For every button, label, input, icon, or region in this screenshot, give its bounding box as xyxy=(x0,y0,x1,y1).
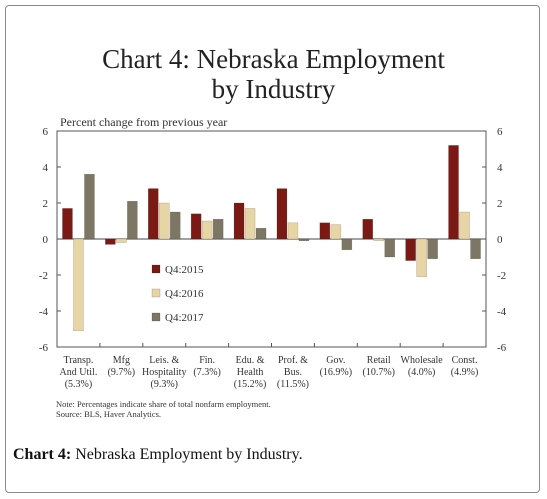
chart-note: Note: Percentages indicate share of tota… xyxy=(56,399,271,419)
x-tick-label: (5.3%) xyxy=(65,379,93,390)
y-tick-label-left: 4 xyxy=(43,162,49,174)
x-tick-label: Gov. xyxy=(326,355,345,366)
bar xyxy=(159,202,170,240)
x-tick-label: Prof. & xyxy=(278,355,308,366)
legend-label: Q4:2015 xyxy=(165,264,204,276)
legend-swatch xyxy=(151,288,161,298)
bar xyxy=(448,145,459,240)
bar xyxy=(116,238,127,243)
x-tick-label: Transp. xyxy=(63,355,93,366)
bar xyxy=(287,222,299,240)
y-tick-label-left: -6 xyxy=(39,342,49,354)
bar xyxy=(62,208,73,240)
bar xyxy=(233,202,245,240)
bar xyxy=(105,238,116,245)
bar xyxy=(470,238,481,260)
y-tick-label-right: -6 xyxy=(497,342,507,354)
x-tick-label: (16.9%) xyxy=(320,367,353,378)
chart-title-line2: by Industry xyxy=(211,74,336,104)
y-axis-label: Percent change from previous year xyxy=(60,115,228,129)
x-tick-label: (11.5%) xyxy=(277,379,309,390)
x-tick-label: (4.0%) xyxy=(408,367,436,378)
bar xyxy=(384,238,395,258)
caption-label: Chart 4: xyxy=(13,446,72,463)
x-tick-label: (7.3%) xyxy=(193,367,221,378)
x-tick-label: Hospitality xyxy=(142,367,186,378)
bar xyxy=(427,238,438,260)
bar xyxy=(416,238,427,278)
y-tick-label-left: 2 xyxy=(43,198,49,210)
x-tick-label: (10.7%) xyxy=(363,367,396,378)
y-tick-label-left: 0 xyxy=(43,234,49,246)
y-tick-label-right: -2 xyxy=(497,270,506,282)
x-tick-label: Const. xyxy=(452,355,478,366)
bar xyxy=(170,211,181,240)
note-line-1: Note: Percentages indicate share of tota… xyxy=(56,399,271,409)
y-tick-label-right: 0 xyxy=(497,234,503,246)
bar xyxy=(319,222,331,240)
y-tick-label-left: 6 xyxy=(43,126,49,138)
y-tick-label-left: -4 xyxy=(39,306,49,318)
caption-text: Nebraska Employment by Industry. xyxy=(71,446,303,463)
bar xyxy=(190,213,202,240)
bar xyxy=(73,238,84,332)
bar xyxy=(362,218,373,240)
chart-title-line1: Chart 4: Nebraska Employment xyxy=(102,44,445,74)
x-tick-label: And Util. xyxy=(60,367,98,378)
bar xyxy=(212,218,224,240)
bar xyxy=(148,188,159,240)
y-tick-label-right: 4 xyxy=(497,162,503,174)
bar xyxy=(255,227,267,240)
bar xyxy=(84,173,95,240)
x-tick-label: Leis. & xyxy=(149,355,179,366)
y-tick-label-left: -2 xyxy=(39,270,48,282)
y-tick-label-right: 2 xyxy=(497,198,503,210)
legend-swatch xyxy=(151,312,161,322)
bar xyxy=(201,220,213,240)
x-tick-label: (9.3%) xyxy=(151,379,179,390)
bar xyxy=(127,200,138,240)
x-tick-label: Wholesale xyxy=(401,355,444,366)
bar xyxy=(341,238,353,251)
x-tick-label: Edu. & xyxy=(236,355,265,366)
x-tick-label: Health xyxy=(237,367,264,378)
bar xyxy=(276,188,288,240)
x-tick-label: Bus. xyxy=(284,367,302,378)
bar xyxy=(244,208,256,240)
x-tick-label: Mfg xyxy=(113,355,130,366)
note-line-2: Source: BLS, Haver Analytics. xyxy=(56,409,162,419)
x-tick-label: (4.9%) xyxy=(451,367,479,378)
legend-label: Q4:2017 xyxy=(165,312,204,324)
x-tick-label: (15.2%) xyxy=(234,379,267,390)
chart-title: Chart 4: Nebraska Employment by Industry xyxy=(0,44,547,104)
legend-label: Q4:2016 xyxy=(165,288,204,300)
legend-swatch xyxy=(151,264,161,274)
bar xyxy=(330,224,342,240)
bar xyxy=(373,238,384,242)
bar xyxy=(459,211,470,240)
figure-caption: Chart 4: Nebraska Employment by Industry… xyxy=(13,446,303,464)
x-tick-label: Fin. xyxy=(199,355,215,366)
y-tick-label-right: 6 xyxy=(497,126,503,138)
bar xyxy=(405,238,416,261)
y-tick-label-right: -4 xyxy=(497,306,507,318)
x-tick-label: Retail xyxy=(367,355,391,366)
bar xyxy=(298,238,310,242)
figure-frame xyxy=(5,5,540,493)
x-tick-label: (9.7%) xyxy=(108,367,136,378)
